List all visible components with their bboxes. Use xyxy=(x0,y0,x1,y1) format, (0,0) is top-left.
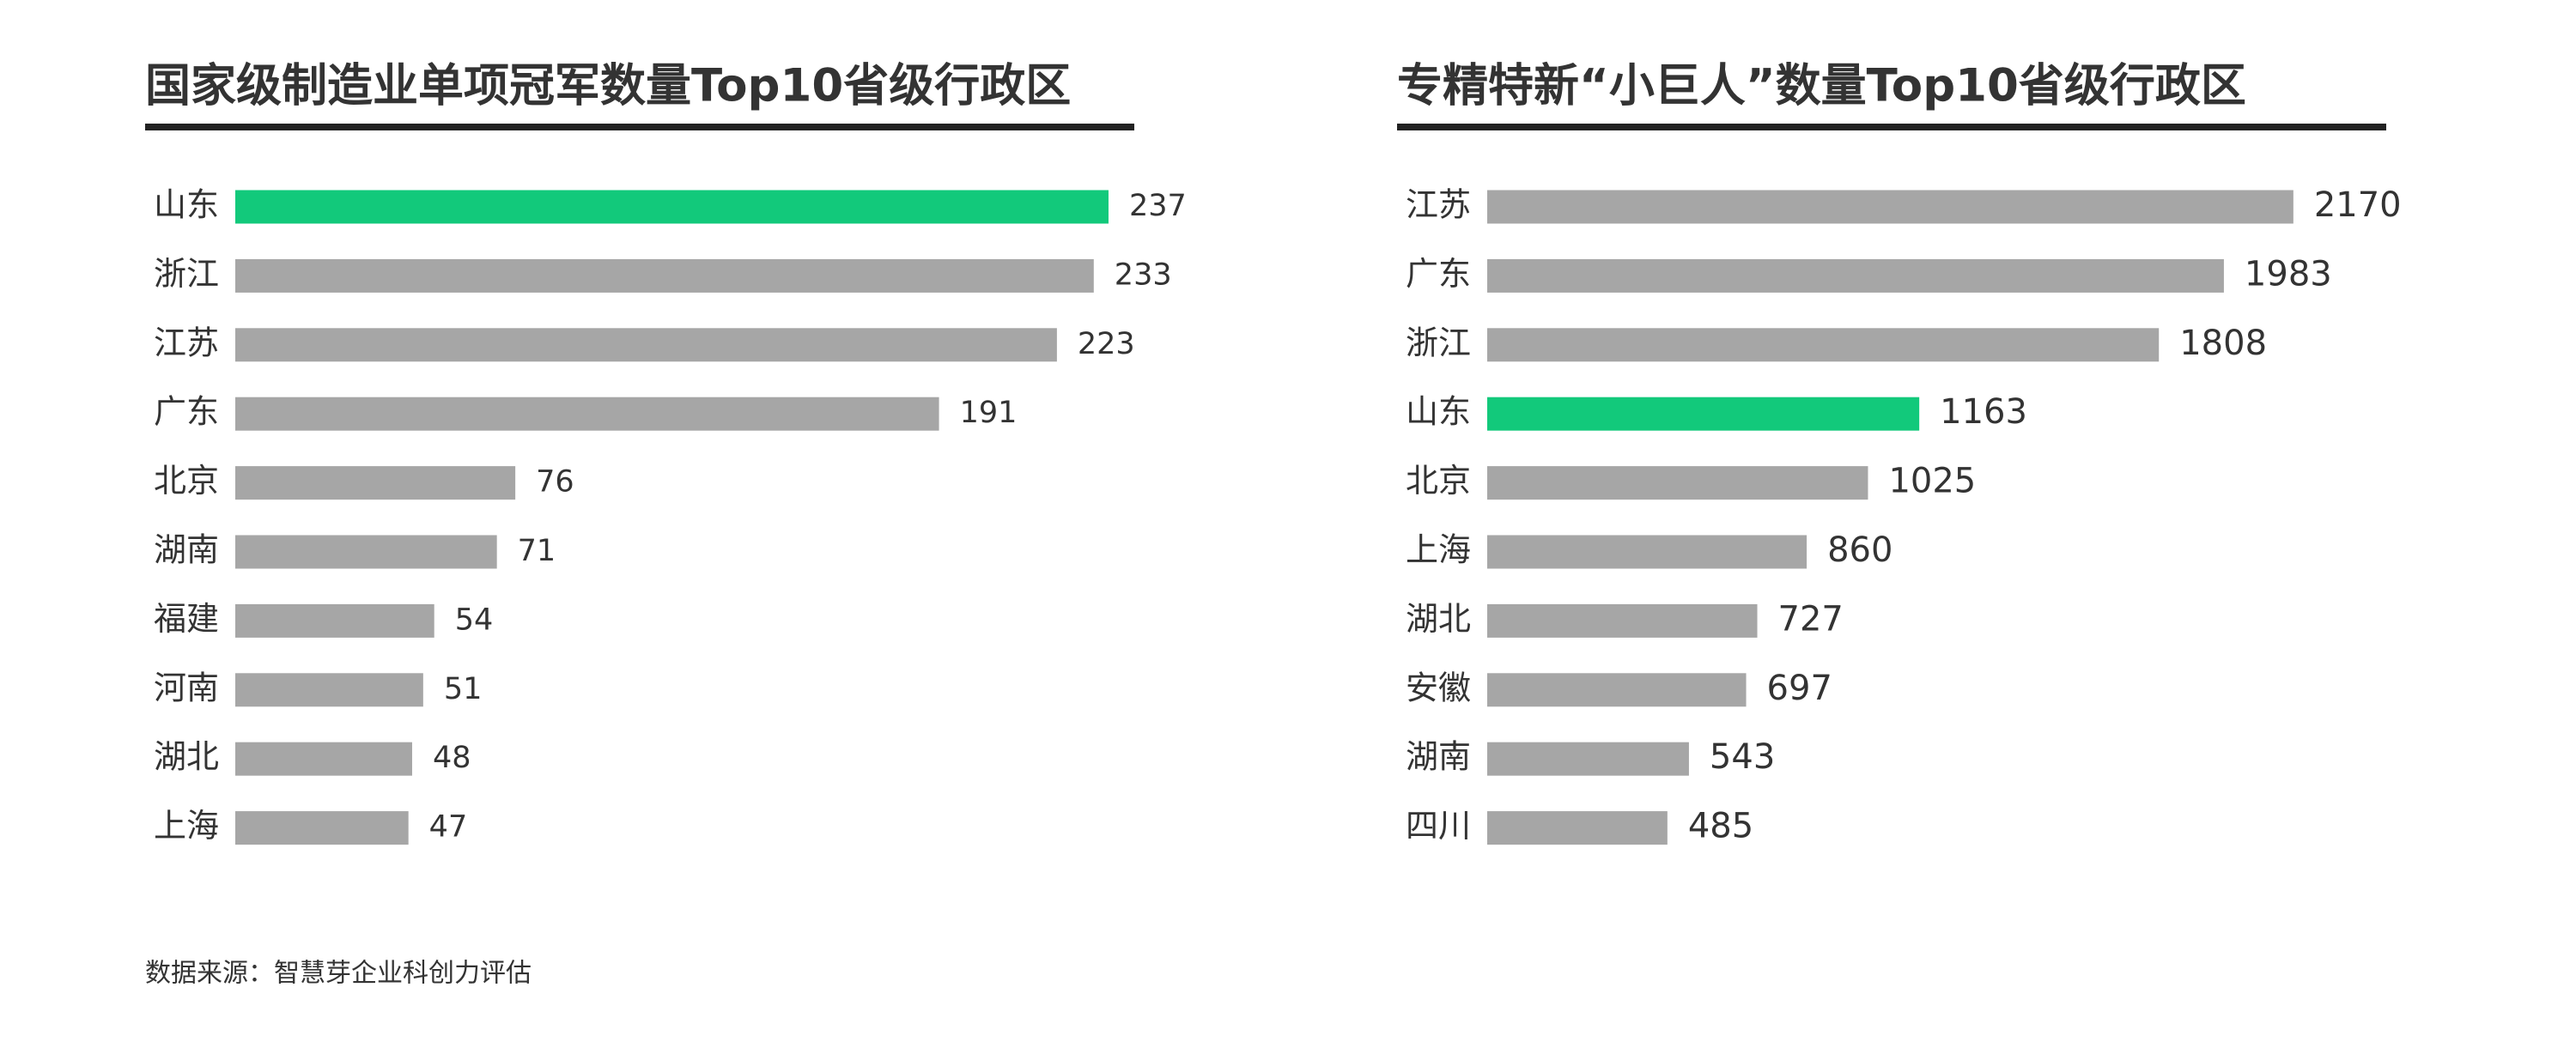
value-label: 1163 xyxy=(1940,392,2027,432)
value-label: 543 xyxy=(1710,737,1775,777)
value-label: 727 xyxy=(1778,599,1844,639)
value-label: 76 xyxy=(536,465,574,500)
category-label: 福建 xyxy=(154,600,219,638)
bar xyxy=(1487,811,1668,845)
category-label: 北京 xyxy=(1406,462,1471,500)
category-label: 广东 xyxy=(1406,255,1471,293)
category-label: 湖北 xyxy=(1406,600,1471,638)
value-label: 237 xyxy=(1129,189,1187,223)
title-underline xyxy=(1397,124,2386,130)
value-label: 1808 xyxy=(2179,324,2267,363)
bar xyxy=(235,466,516,500)
value-label: 191 xyxy=(960,396,1018,430)
value-label: 1983 xyxy=(2245,254,2332,294)
value-label: 233 xyxy=(1115,257,1172,292)
bar xyxy=(235,742,412,776)
category-label: 山东 xyxy=(1406,393,1471,431)
value-label: 54 xyxy=(455,603,494,637)
bar xyxy=(1487,535,1807,569)
source-note: 数据来源：智慧芽企业科创力评估 xyxy=(145,959,532,989)
bar xyxy=(235,190,1109,224)
bar xyxy=(1487,190,2293,224)
category-label: 浙江 xyxy=(154,255,219,293)
category-label: 江苏 xyxy=(1406,186,1471,224)
chart-title: 专精特新“小巨人”数量Top10省级行政区 xyxy=(1397,60,2246,112)
category-label: 上海 xyxy=(154,807,219,845)
value-label: 485 xyxy=(1688,807,1753,846)
value-label: 2170 xyxy=(2314,185,2402,225)
category-label: 湖北 xyxy=(154,738,219,776)
bar xyxy=(235,535,497,569)
bar xyxy=(1487,673,1747,707)
category-label: 江苏 xyxy=(154,324,219,361)
bar xyxy=(1487,397,1920,431)
bar xyxy=(235,673,423,707)
bar xyxy=(235,258,1094,293)
category-label: 安徽 xyxy=(1406,669,1471,706)
category-label: 湖南 xyxy=(154,531,219,569)
value-label: 48 xyxy=(433,741,471,775)
category-label: 河南 xyxy=(154,669,219,706)
category-label: 四川 xyxy=(1406,807,1471,845)
bar xyxy=(1487,328,2160,362)
chart-title: 国家级制造业单项冠军数量Top10省级行政区 xyxy=(145,60,1071,112)
category-label: 北京 xyxy=(154,462,219,500)
category-label: 广东 xyxy=(154,393,219,431)
value-label: 860 xyxy=(1827,530,1893,570)
bar xyxy=(1487,258,2224,293)
category-label: 浙江 xyxy=(1406,324,1471,361)
bar xyxy=(235,397,939,431)
value-label: 47 xyxy=(429,810,468,845)
value-label: 71 xyxy=(518,534,556,568)
category-label: 山东 xyxy=(154,186,219,224)
bar xyxy=(1487,466,1868,500)
bar xyxy=(235,328,1057,362)
value-label: 697 xyxy=(1767,669,1832,708)
category-label: 上海 xyxy=(1406,531,1471,569)
title-underline xyxy=(145,124,1134,130)
value-label: 1025 xyxy=(1888,462,1976,501)
value-label: 223 xyxy=(1078,327,1135,361)
category-label: 湖南 xyxy=(1406,738,1471,776)
bar xyxy=(235,603,434,638)
value-label: 51 xyxy=(444,672,483,706)
bar xyxy=(235,811,409,845)
bar xyxy=(1487,742,1689,776)
bar xyxy=(1487,603,1758,638)
